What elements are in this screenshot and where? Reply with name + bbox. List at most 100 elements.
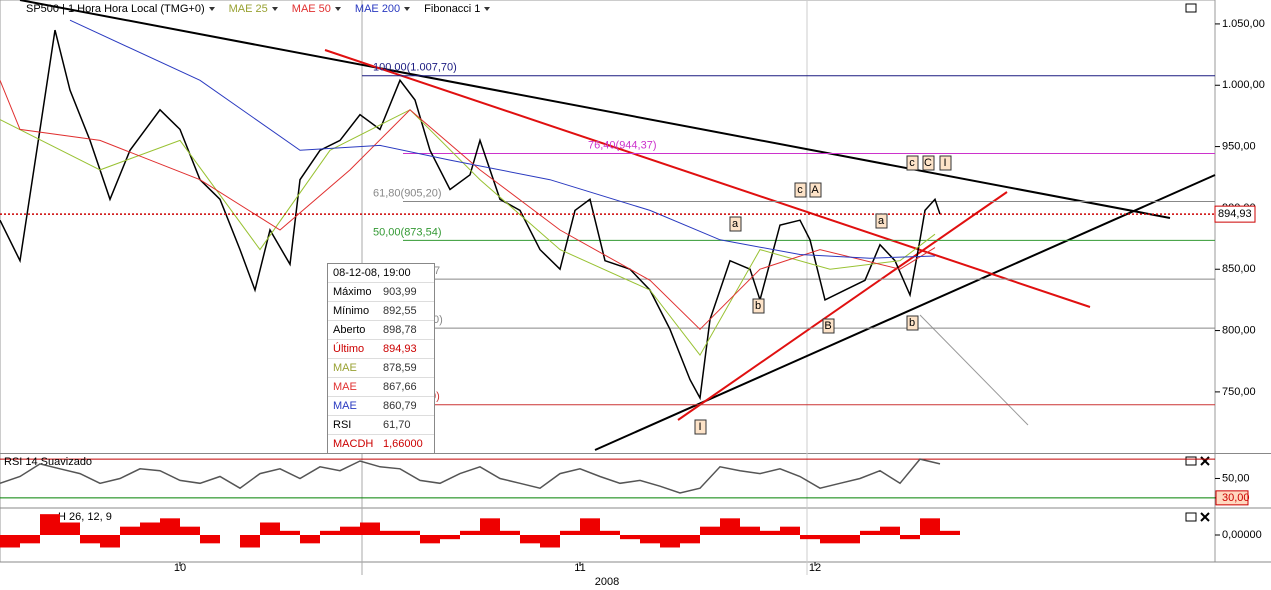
- info-value: 1,66000: [383, 438, 423, 450]
- info-title: 08-12-08, 19:00: [333, 267, 411, 279]
- bar: [840, 535, 860, 544]
- panel-title: H 26, 12, 9: [58, 511, 112, 523]
- wave-label: A: [811, 184, 819, 196]
- wave-label: I: [698, 421, 701, 433]
- bar: [440, 535, 460, 540]
- legend-entry[interactable]: MAE 25: [229, 3, 278, 15]
- info-value: 860,79: [383, 400, 417, 412]
- info-row: MAE 860,79: [328, 396, 434, 415]
- bar: [800, 535, 820, 540]
- wave-label: a: [878, 215, 885, 227]
- tick-label-box: [1215, 490, 1249, 506]
- bar: [20, 535, 40, 544]
- info-row: RSI 61,70: [328, 415, 434, 434]
- bar: [880, 526, 900, 535]
- info-label: MAE: [333, 400, 357, 412]
- wave-label: I: [943, 157, 946, 169]
- bar: [160, 518, 180, 535]
- info-label: Aberto: [333, 324, 366, 336]
- bar: [720, 518, 740, 535]
- bar: [520, 535, 540, 544]
- info-label: RSI: [333, 419, 352, 431]
- bar: [400, 530, 420, 535]
- bar: [0, 535, 20, 548]
- x-tick-label: 12: [809, 562, 821, 574]
- bar: [660, 535, 680, 548]
- info-value: 894,93: [383, 343, 417, 355]
- bar: [200, 535, 220, 544]
- close-button[interactable]: [1200, 512, 1210, 522]
- info-row: Aberto 898,78: [328, 320, 434, 339]
- wave-box: [939, 155, 952, 171]
- bar: [600, 530, 620, 535]
- y-tick-label: 750,00: [1222, 386, 1256, 398]
- panel-title: RSI 14 Suavizado: [4, 456, 92, 468]
- bar: [760, 530, 780, 535]
- panel: 0,00000 H 26, 12, 9 10 11 12 2008: [0, 511, 1262, 588]
- x-tick-label: 11: [574, 562, 585, 574]
- y-tick-label: 50,00: [1222, 472, 1250, 484]
- bar: [80, 535, 100, 544]
- bar: [780, 526, 800, 535]
- bar: [500, 530, 520, 535]
- y-tick-label: 800,00: [1222, 324, 1256, 336]
- plot-frame: [0, 0, 1216, 563]
- wave-label: B: [824, 320, 831, 332]
- y-tick-label: 0,00000: [1222, 529, 1262, 541]
- window-button[interactable]: [1185, 512, 1197, 522]
- symbol[interactable]: SP500 | 1 Hora Hora Local (TMG+0): [26, 3, 215, 15]
- y-tick-label: 850,00: [1222, 263, 1256, 275]
- bar: [40, 514, 60, 535]
- wave-label: b: [909, 317, 915, 329]
- y-tick-label: 1.050,00: [1222, 18, 1265, 30]
- trend-line: [677, 191, 1008, 421]
- legend-entry[interactable]: Fibonacci 1: [424, 3, 490, 15]
- info-label: Último: [333, 343, 365, 355]
- wave-box: [906, 315, 919, 331]
- trend-line: [594, 174, 1216, 451]
- window-button[interactable]: [1185, 456, 1197, 466]
- trend-lines: [19, 0, 1216, 451]
- last-price-box: [1214, 205, 1256, 223]
- wave-box: [794, 182, 807, 198]
- window-button[interactable]: [1185, 3, 1197, 13]
- fib-label: 0): [433, 314, 443, 326]
- bar: [100, 535, 120, 548]
- wave-box: [729, 216, 742, 232]
- bar: [420, 535, 440, 544]
- wave-box: [875, 213, 888, 229]
- bar: [180, 526, 200, 535]
- wave-label: C: [924, 157, 932, 169]
- info-label: MACDH: [333, 438, 374, 450]
- wave-label: b: [755, 300, 761, 312]
- bar: [900, 535, 920, 540]
- bar: [280, 530, 300, 535]
- projection-line: [919, 314, 1029, 426]
- x-axis-label: 2008: [595, 576, 619, 588]
- legend-entry[interactable]: MAE 50: [292, 3, 341, 15]
- bar: [340, 526, 360, 535]
- wave-label: c: [797, 184, 803, 196]
- series-line: [69, 19, 936, 259]
- bar: [460, 530, 480, 535]
- chart-header: SP500 | 1 Hora Hora Local (TMG+0) MAE 25…: [26, 3, 490, 15]
- info-value: 892,55: [383, 305, 417, 317]
- info-row: Máximo 903,99: [328, 282, 434, 301]
- wave-box: [694, 419, 707, 435]
- x-tick-label: 10: [174, 562, 186, 574]
- info-label: Mínimo: [333, 305, 370, 317]
- fib-label: 76,40(944,37): [588, 139, 657, 151]
- trend-line: [19, 0, 1171, 219]
- info-row: MAE 878,59: [328, 358, 434, 377]
- info-row: MACDH 1,66000: [328, 434, 434, 453]
- info-value: 878,59: [383, 362, 417, 374]
- bar: [320, 530, 340, 535]
- wave-box: [922, 155, 935, 171]
- close-button[interactable]: [1200, 456, 1210, 466]
- wave-label: c: [909, 157, 915, 169]
- info-value: 61,70: [383, 419, 411, 431]
- info-label: Máximo: [333, 286, 372, 298]
- legend-entry[interactable]: MAE 200: [355, 3, 410, 15]
- bar: [700, 526, 720, 535]
